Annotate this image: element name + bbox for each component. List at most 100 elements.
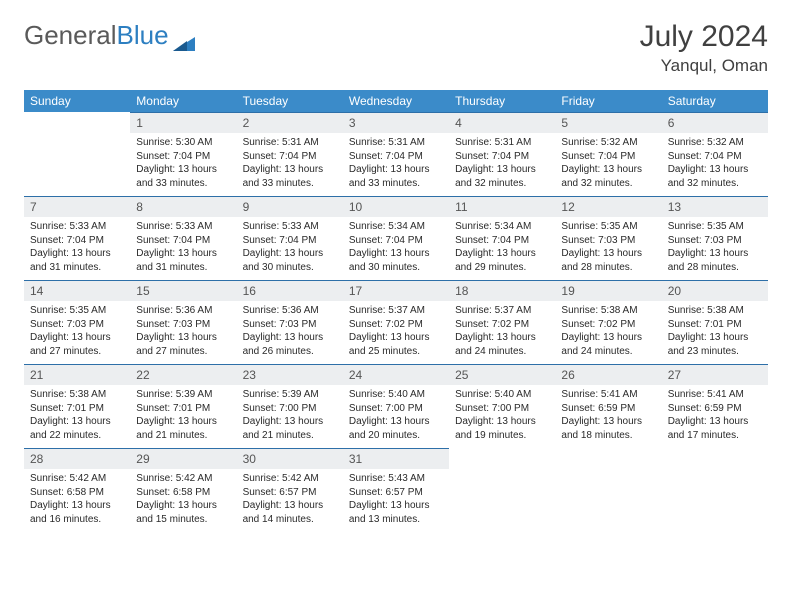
calendar-day-cell: 6Sunrise: 5:32 AMSunset: 7:04 PMDaylight…: [662, 112, 768, 196]
weekday-header: Thursday: [449, 90, 555, 112]
sunset-text: Sunset: 7:02 PM: [455, 318, 549, 332]
daylight-text: Daylight: 13 hours and 21 minutes.: [136, 415, 230, 442]
sunrise-text: Sunrise: 5:40 AM: [455, 388, 549, 402]
day-details: Sunrise: 5:35 AMSunset: 7:03 PMDaylight:…: [662, 217, 768, 279]
daylight-text: Daylight: 13 hours and 17 minutes.: [668, 415, 762, 442]
day-number: 27: [662, 364, 768, 385]
weekday-header: Tuesday: [237, 90, 343, 112]
sunset-text: Sunset: 7:02 PM: [349, 318, 443, 332]
day-details: Sunrise: 5:34 AMSunset: 7:04 PMDaylight:…: [343, 217, 449, 279]
day-details: Sunrise: 5:35 AMSunset: 7:03 PMDaylight:…: [555, 217, 661, 279]
calendar-day-cell: [555, 448, 661, 539]
sunset-text: Sunset: 6:58 PM: [136, 486, 230, 500]
sunrise-text: Sunrise: 5:35 AM: [668, 220, 762, 234]
day-number: 28: [24, 448, 130, 469]
day-number: 21: [24, 364, 130, 385]
calendar-day-cell: 11Sunrise: 5:34 AMSunset: 7:04 PMDayligh…: [449, 196, 555, 280]
sunset-text: Sunset: 6:57 PM: [349, 486, 443, 500]
sunrise-text: Sunrise: 5:42 AM: [136, 472, 230, 486]
day-number: 26: [555, 364, 661, 385]
daylight-text: Daylight: 13 hours and 19 minutes.: [455, 415, 549, 442]
day-details: Sunrise: 5:39 AMSunset: 7:01 PMDaylight:…: [130, 385, 236, 447]
day-number: 1: [130, 112, 236, 133]
calendar-day-cell: 12Sunrise: 5:35 AMSunset: 7:03 PMDayligh…: [555, 196, 661, 280]
day-details: Sunrise: 5:30 AMSunset: 7:04 PMDaylight:…: [130, 133, 236, 195]
logo-text-part1: General: [24, 20, 117, 51]
sunset-text: Sunset: 7:03 PM: [561, 234, 655, 248]
sunset-text: Sunset: 7:04 PM: [136, 234, 230, 248]
day-number: 30: [237, 448, 343, 469]
calendar-day-cell: 26Sunrise: 5:41 AMSunset: 6:59 PMDayligh…: [555, 364, 661, 448]
daylight-text: Daylight: 13 hours and 20 minutes.: [349, 415, 443, 442]
sunset-text: Sunset: 7:04 PM: [136, 150, 230, 164]
calendar-day-cell: 17Sunrise: 5:37 AMSunset: 7:02 PMDayligh…: [343, 280, 449, 364]
sunset-text: Sunset: 7:01 PM: [136, 402, 230, 416]
sunrise-text: Sunrise: 5:36 AM: [243, 304, 337, 318]
sunrise-text: Sunrise: 5:37 AM: [349, 304, 443, 318]
sunrise-text: Sunrise: 5:34 AM: [455, 220, 549, 234]
sunrise-text: Sunrise: 5:34 AM: [349, 220, 443, 234]
day-number: 14: [24, 280, 130, 301]
sunrise-text: Sunrise: 5:41 AM: [561, 388, 655, 402]
day-number: 5: [555, 112, 661, 133]
day-details: Sunrise: 5:33 AMSunset: 7:04 PMDaylight:…: [130, 217, 236, 279]
calendar-week-row: 28Sunrise: 5:42 AMSunset: 6:58 PMDayligh…: [24, 448, 768, 539]
daylight-text: Daylight: 13 hours and 14 minutes.: [243, 499, 337, 526]
day-number: 20: [662, 280, 768, 301]
day-number: 23: [237, 364, 343, 385]
day-number: 24: [343, 364, 449, 385]
day-details: Sunrise: 5:40 AMSunset: 7:00 PMDaylight:…: [449, 385, 555, 447]
day-details: Sunrise: 5:38 AMSunset: 7:01 PMDaylight:…: [662, 301, 768, 363]
day-number: 25: [449, 364, 555, 385]
sunrise-text: Sunrise: 5:37 AM: [455, 304, 549, 318]
daylight-text: Daylight: 13 hours and 21 minutes.: [243, 415, 337, 442]
sunrise-text: Sunrise: 5:40 AM: [349, 388, 443, 402]
daylight-text: Daylight: 13 hours and 30 minutes.: [349, 247, 443, 274]
day-details: Sunrise: 5:34 AMSunset: 7:04 PMDaylight:…: [449, 217, 555, 279]
day-details: Sunrise: 5:41 AMSunset: 6:59 PMDaylight:…: [555, 385, 661, 447]
sunset-text: Sunset: 7:03 PM: [668, 234, 762, 248]
sunset-text: Sunset: 7:04 PM: [30, 234, 124, 248]
day-details: Sunrise: 5:31 AMSunset: 7:04 PMDaylight:…: [237, 133, 343, 195]
sunset-text: Sunset: 7:04 PM: [349, 150, 443, 164]
sunset-text: Sunset: 6:59 PM: [668, 402, 762, 416]
sunset-text: Sunset: 7:04 PM: [243, 234, 337, 248]
title-block: July 2024 Yanqul, Oman: [640, 20, 768, 76]
calendar-day-cell: 4Sunrise: 5:31 AMSunset: 7:04 PMDaylight…: [449, 112, 555, 196]
calendar-day-cell: 1Sunrise: 5:30 AMSunset: 7:04 PMDaylight…: [130, 112, 236, 196]
daylight-text: Daylight: 13 hours and 32 minutes.: [668, 163, 762, 190]
calendar-week-row: 21Sunrise: 5:38 AMSunset: 7:01 PMDayligh…: [24, 364, 768, 448]
day-details: Sunrise: 5:35 AMSunset: 7:03 PMDaylight:…: [24, 301, 130, 363]
calendar-week-row: 14Sunrise: 5:35 AMSunset: 7:03 PMDayligh…: [24, 280, 768, 364]
sunrise-text: Sunrise: 5:32 AM: [668, 136, 762, 150]
logo: GeneralBlue: [24, 20, 195, 51]
day-number: 2: [237, 112, 343, 133]
calendar-day-cell: 27Sunrise: 5:41 AMSunset: 6:59 PMDayligh…: [662, 364, 768, 448]
logo-triangle-icon: [173, 27, 195, 45]
calendar-day-cell: 3Sunrise: 5:31 AMSunset: 7:04 PMDaylight…: [343, 112, 449, 196]
day-details: Sunrise: 5:32 AMSunset: 7:04 PMDaylight:…: [662, 133, 768, 195]
calendar-day-cell: [662, 448, 768, 539]
calendar-day-cell: 2Sunrise: 5:31 AMSunset: 7:04 PMDaylight…: [237, 112, 343, 196]
day-number: 22: [130, 364, 236, 385]
sunset-text: Sunset: 7:04 PM: [561, 150, 655, 164]
day-details: Sunrise: 5:40 AMSunset: 7:00 PMDaylight:…: [343, 385, 449, 447]
weekday-header: Wednesday: [343, 90, 449, 112]
sunrise-text: Sunrise: 5:35 AM: [561, 220, 655, 234]
sunset-text: Sunset: 6:58 PM: [30, 486, 124, 500]
sunset-text: Sunset: 7:04 PM: [668, 150, 762, 164]
day-details: Sunrise: 5:31 AMSunset: 7:04 PMDaylight:…: [343, 133, 449, 195]
day-number: 10: [343, 196, 449, 217]
daylight-text: Daylight: 13 hours and 18 minutes.: [561, 415, 655, 442]
day-details: Sunrise: 5:42 AMSunset: 6:58 PMDaylight:…: [24, 469, 130, 531]
sunset-text: Sunset: 7:04 PM: [349, 234, 443, 248]
daylight-text: Daylight: 13 hours and 33 minutes.: [349, 163, 443, 190]
calendar-day-cell: [449, 448, 555, 539]
calendar-day-cell: 24Sunrise: 5:40 AMSunset: 7:00 PMDayligh…: [343, 364, 449, 448]
day-number: 12: [555, 196, 661, 217]
daylight-text: Daylight: 13 hours and 32 minutes.: [561, 163, 655, 190]
day-details: Sunrise: 5:42 AMSunset: 6:57 PMDaylight:…: [237, 469, 343, 531]
sunrise-text: Sunrise: 5:33 AM: [30, 220, 124, 234]
sunset-text: Sunset: 7:03 PM: [243, 318, 337, 332]
day-details: Sunrise: 5:37 AMSunset: 7:02 PMDaylight:…: [449, 301, 555, 363]
